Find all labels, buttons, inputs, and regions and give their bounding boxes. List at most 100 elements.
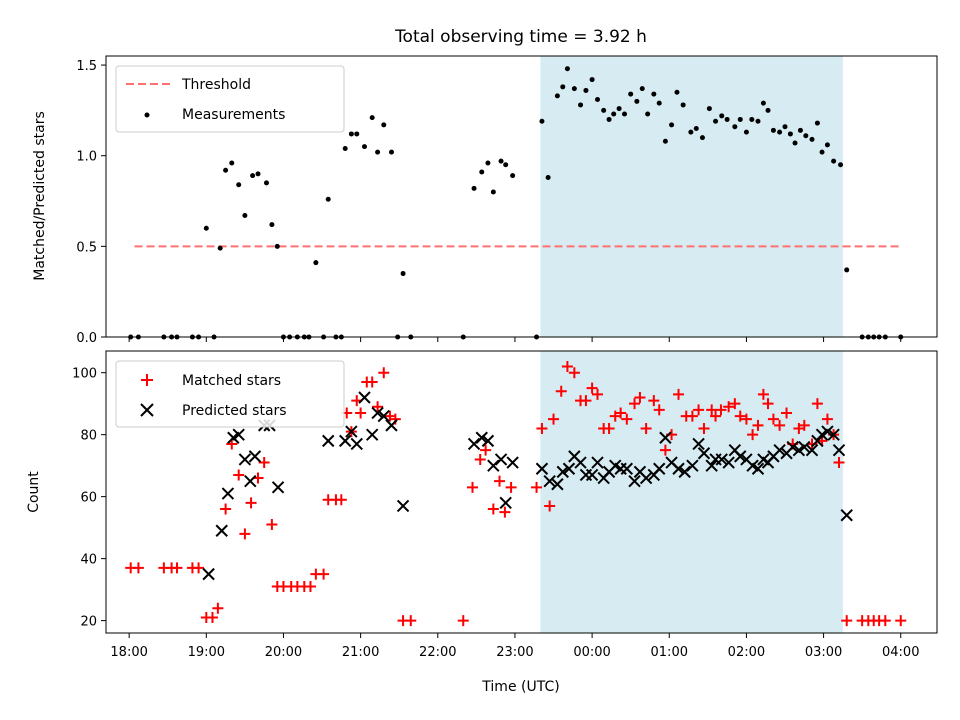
measurement-point — [706, 106, 712, 112]
measurement-point — [824, 142, 830, 148]
predicted-star-point — [322, 434, 335, 448]
y-axis-label-bottom: Count — [26, 471, 42, 513]
measurement-point — [255, 171, 261, 177]
matched-star-point — [480, 444, 492, 456]
predicted-star-point — [805, 443, 819, 457]
x-tick-label: 03:00 — [805, 645, 842, 660]
matched-star-point — [740, 413, 752, 425]
measurement-point — [583, 87, 589, 93]
predicted-star-point — [475, 431, 488, 444]
legend-top: Threshold Measurements — [115, 65, 345, 133]
matched-star-point — [366, 376, 378, 388]
measurement-point — [595, 97, 601, 103]
predicted-star-point — [338, 434, 352, 448]
predicted-star-point — [798, 440, 811, 454]
y-tick-label: 80 — [80, 429, 97, 444]
measurement-point — [755, 118, 761, 124]
legend-predicted-swatch — [140, 403, 154, 417]
y-tick-label: 60 — [80, 491, 97, 506]
matched-star-point — [499, 506, 511, 518]
matched-star-point — [698, 422, 710, 434]
measurement-point — [545, 174, 551, 180]
measurement-point — [777, 129, 783, 135]
legend-measurements-label: Measurements — [182, 107, 285, 123]
matched-star-point — [648, 395, 660, 407]
x-axis-label: Time (UTC) — [481, 679, 559, 695]
matched-star-point — [304, 581, 316, 593]
matched-star-point — [505, 481, 517, 493]
matched-star-point — [132, 562, 144, 574]
predicted-star-point — [202, 567, 215, 581]
measurement-point — [719, 113, 725, 119]
measurement-point — [485, 160, 491, 166]
predicted-star-point — [506, 456, 519, 469]
legend-measurements-swatch — [144, 112, 150, 118]
matched-star-point — [757, 388, 769, 400]
matched-star-point — [686, 410, 698, 422]
panel-bottom: 18:00 19:00 20:00 21:00 22:00 23:00 00:00 01:00… — [26, 350, 938, 660]
legend-predicted-label: Predicted stars — [182, 403, 287, 419]
matched-star-point — [372, 401, 384, 413]
measurement-point — [242, 213, 248, 219]
matched-star-point — [474, 453, 486, 465]
x-tick-label: 21:00 — [342, 645, 379, 660]
predicted-star-point — [773, 443, 786, 457]
measurement-point — [498, 158, 504, 164]
matched-star-point — [640, 422, 652, 434]
predicted-star-point — [543, 474, 556, 488]
predicted-star-point — [365, 428, 379, 441]
matched-star-point — [895, 615, 907, 627]
predicted-star-point — [653, 462, 666, 475]
matched-star-point — [467, 481, 479, 493]
legend-matched-label: Matched stars — [182, 373, 281, 389]
matched-star-point — [710, 410, 722, 422]
measurement-point — [375, 149, 381, 155]
predicted-star-point — [215, 524, 228, 537]
y-axis-label-top: Matched/Predicted stars — [32, 111, 48, 281]
predicted-star-point — [248, 450, 262, 463]
matched-star-point — [653, 404, 665, 416]
measurement-point — [760, 100, 766, 106]
matched-star-point — [544, 500, 556, 512]
predicted-star-point — [271, 481, 285, 494]
predicted-star-point — [481, 434, 495, 448]
matched-star-point — [592, 388, 604, 400]
measurement-point — [662, 138, 668, 144]
measurement-point — [724, 116, 730, 122]
matched-star-point — [723, 401, 735, 413]
matched-star-point — [335, 494, 347, 506]
matched-star-point — [621, 413, 633, 425]
x-tick-label: 04:00 — [882, 645, 919, 660]
matched-star-point — [378, 367, 390, 379]
measurement-point — [578, 102, 584, 108]
matched-star-point — [673, 388, 685, 400]
predicted-star-point — [562, 462, 576, 475]
matched-star-point — [729, 398, 741, 410]
matched-star-point — [355, 407, 367, 419]
predicted-star-point — [385, 419, 398, 432]
plot-frame-top — [105, 55, 938, 338]
measurement-point — [645, 111, 651, 117]
measurement-point — [236, 182, 242, 188]
measurement-point — [809, 136, 815, 142]
predicted-star-point — [377, 409, 390, 423]
matched-star-point — [634, 391, 646, 403]
predicted-star-point — [686, 459, 699, 472]
matched-star-point — [171, 562, 183, 574]
predicted-star-point — [628, 474, 641, 488]
x-tick-label: 22:00 — [419, 645, 456, 660]
measurement-point — [765, 107, 771, 113]
measurement-point — [571, 86, 577, 92]
measurement-point — [634, 98, 640, 104]
matched-star-point — [715, 404, 727, 416]
matched-star-point — [615, 407, 627, 419]
predicted-star-point — [591, 456, 604, 469]
predicted-star-point — [832, 443, 846, 457]
measurement-point — [510, 173, 516, 179]
predicted-star-point — [639, 471, 653, 485]
measurement-point — [479, 169, 485, 175]
shaded-interval-top — [540, 56, 843, 337]
measurement-point — [732, 124, 738, 130]
measurement-point — [743, 129, 749, 135]
matched-star-point — [531, 481, 543, 493]
